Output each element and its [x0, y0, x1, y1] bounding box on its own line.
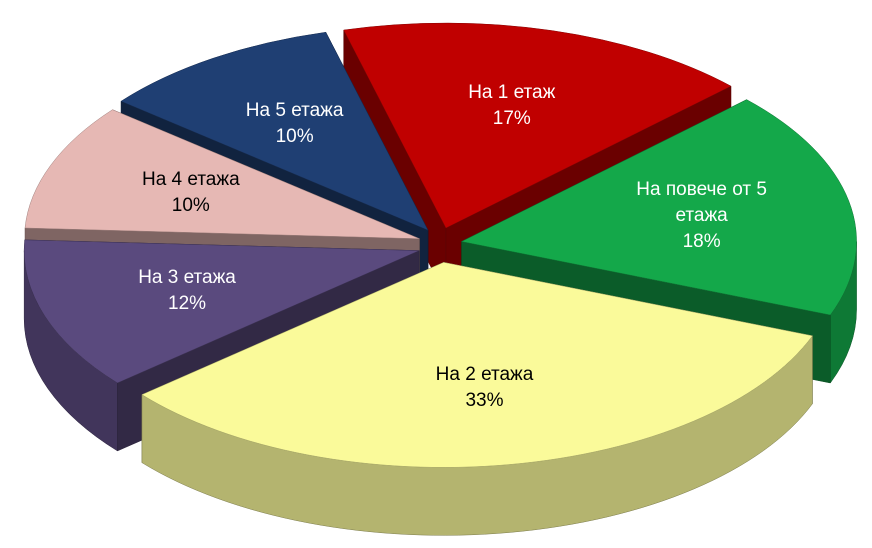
slice: [120, 31, 429, 231]
slice: [460, 99, 857, 316]
slice-label: На 2 етажа 33%: [400, 362, 570, 414]
slice: [343, 22, 732, 229]
category-label: На 2 етажа: [435, 363, 534, 385]
category-label: На 3 етажа: [138, 267, 236, 289]
slice-label: На 1 етаж 17%: [427, 80, 597, 132]
value-label: 18%: [682, 231, 721, 253]
value-label: 12%: [168, 293, 207, 315]
value-label: 33%: [465, 389, 504, 411]
value-label: 10%: [275, 125, 314, 147]
category-label: На 4 етажа: [141, 169, 240, 191]
value-label: 17%: [492, 107, 531, 129]
slice-label: На 5 етажа 10%: [210, 98, 380, 150]
slice-label: На 4 етажа 10%: [106, 167, 276, 219]
slice: [141, 262, 813, 468]
slice: [23, 239, 420, 384]
value-label: 10%: [171, 195, 210, 217]
category-label: На повече от 5 етажа: [636, 179, 767, 227]
category-label: На 1 етаж: [468, 81, 556, 103]
slice-label: На повече от 5 етажа 18%: [617, 177, 787, 255]
slice: [24, 109, 420, 239]
slice-label: На 3 етажа 12%: [102, 265, 272, 317]
category-label: На 5 етажа: [245, 99, 344, 121]
